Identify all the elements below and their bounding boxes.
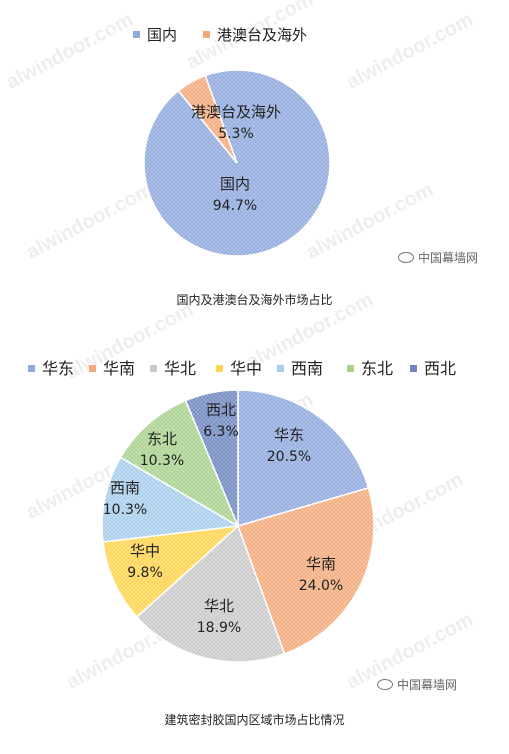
legend-label-华北: 华北: [164, 359, 196, 378]
pie1-value-国内: 94.7%: [213, 198, 257, 214]
pie2-value-华东: 20.5%: [267, 449, 311, 465]
pie2-slice-hatch: [120, 400, 238, 526]
legend-swatch-西北: [410, 365, 417, 372]
legend-swatch-东北: [347, 365, 354, 372]
brand-label: 中国幕墙网: [418, 251, 479, 265]
brand-label: 中国幕墙网: [397, 678, 458, 692]
pie2-slice-hatch: [102, 457, 238, 542]
legend-label-华中: 华中: [230, 359, 262, 378]
legend-swatch-华中: [216, 365, 223, 372]
pie2-value-华北: 18.9%: [197, 620, 241, 636]
pie2-label-华南: 华南: [306, 555, 336, 573]
pie2-slice-hatch: [102, 526, 238, 617]
pie2-label-华北: 华北: [204, 597, 234, 615]
pie1-value-港澳台及海外: 5.3%: [218, 126, 254, 142]
pie1-slice-hatch: [178, 75, 237, 163]
pie2-value-西北: 6.3%: [203, 424, 239, 440]
legend-label-国内: 国内: [147, 26, 177, 44]
legend-label-西北: 西北: [424, 359, 456, 378]
legend-swatch-西南: [277, 365, 284, 372]
legend-swatch-华南: [89, 365, 96, 372]
wechat-icon: [398, 252, 414, 263]
pie1-label-国内: 国内: [220, 175, 250, 193]
pie2-value-西南: 10.3%: [103, 502, 147, 518]
pie2-slice-hatch: [185, 390, 238, 526]
legend-label-港澳台及海外: 港澳台及海外: [217, 26, 307, 44]
pie2-label-华中: 华中: [130, 542, 160, 560]
legend-label-西南: 西南: [291, 359, 323, 378]
wechat-icon: [377, 679, 393, 690]
pie2-value-华南: 24.0%: [299, 578, 343, 594]
pie2-label-西南: 西南: [110, 479, 140, 497]
pie2-slice-hatch: [238, 390, 369, 526]
pie2-label-东北: 东北: [147, 430, 177, 448]
legend-label-华东: 华东: [42, 359, 74, 378]
legend-swatch-华北: [150, 365, 157, 372]
legend-swatch-港澳台及海外: [203, 31, 210, 38]
pie2-label-华东: 华东: [274, 426, 304, 444]
pie1-label-港澳台及海外: 港澳台及海外: [191, 103, 281, 121]
legend-label-东北: 东北: [361, 359, 393, 378]
legend-swatch-华东: [28, 365, 35, 372]
chart-1-title: 国内及港澳台及海外市场占比: [176, 293, 333, 307]
pie2-value-华中: 9.8%: [127, 565, 163, 581]
pie2-value-东北: 10.3%: [140, 453, 184, 469]
pie2-slice-hatch: [238, 487, 374, 654]
brand-badge-1: 中国幕墙网: [398, 249, 478, 266]
pie2-label-西北: 西北: [206, 401, 236, 419]
chart-2-title: 建筑密封胶国内区域市场占比情况: [164, 713, 345, 727]
pie2-slice-hatch: [136, 526, 285, 663]
legend-swatch-国内: [133, 31, 140, 38]
legend-label-华南: 华南: [103, 359, 135, 378]
brand-badge-2: 中国幕墙网: [377, 676, 457, 693]
